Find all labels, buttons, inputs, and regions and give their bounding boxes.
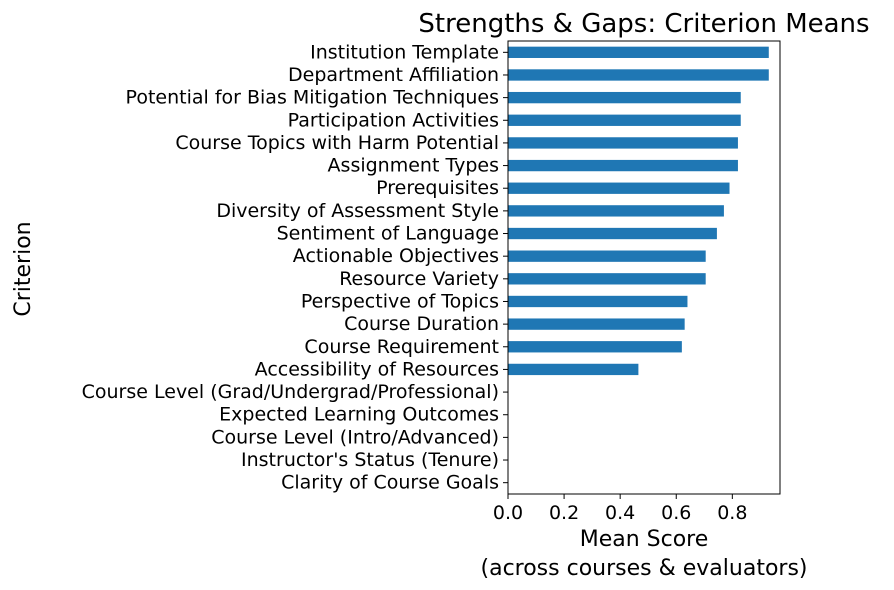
chart-title: Strengths & Gaps: Criterion Means	[418, 9, 869, 39]
bar	[508, 318, 685, 330]
x-tick-label: 0.0	[493, 502, 523, 524]
bar	[508, 341, 682, 353]
plot-frame	[507, 40, 781, 495]
y-tick-label: Course Duration	[344, 313, 499, 335]
bar	[508, 137, 738, 149]
x-tick-label: 0.8	[717, 502, 747, 524]
x-ticks-group: 0.0 0.2 0.4 0.6 0.8	[493, 494, 747, 524]
bar	[508, 114, 741, 126]
bars-group	[508, 46, 769, 376]
bar	[508, 182, 730, 194]
bar	[508, 91, 741, 104]
y-tick-label: Instructor's Status (Tenure)	[241, 449, 499, 471]
x-tick-label: 0.6	[661, 502, 691, 524]
x-axis-label-line-1: Mean Score	[580, 527, 709, 552]
y-tick-label: Diversity of Assessment Style	[216, 200, 499, 222]
y-tick-label: Accessibility of Resources	[255, 358, 499, 380]
y-tick-label: Institution Template	[310, 41, 499, 63]
y-tick-label: Actionable Objectives	[293, 245, 499, 267]
y-tick-label: Course Level (Grad/Undergrad/Professiona…	[82, 381, 499, 403]
bar	[508, 250, 706, 262]
bar	[508, 363, 639, 376]
y-tick-label: Assignment Types	[328, 155, 499, 177]
x-axis-label-line-2: (across courses & evaluators)	[481, 556, 808, 581]
x-tick-label: 0.4	[605, 502, 635, 524]
x-tick-label: 0.2	[549, 502, 579, 524]
y-tick-label: Prerequisites	[376, 177, 499, 199]
y-tick-label: Clarity of Course Goals	[281, 472, 499, 494]
bar	[508, 227, 717, 240]
y-tick-label: Participation Activities	[288, 109, 499, 131]
bar	[508, 46, 769, 58]
y-tick-label: Department Affiliation	[288, 64, 499, 86]
y-tick-label: Course Topics with Harm Potential	[175, 132, 499, 154]
y-tick-label: Course Requirement	[304, 336, 499, 358]
y-axis-label: Criterion	[11, 221, 36, 316]
bar	[508, 159, 738, 172]
y-tick-label: Expected Learning Outcomes	[219, 404, 499, 426]
y-tick-label: Resource Variety	[339, 268, 499, 290]
bar	[508, 69, 769, 81]
bar	[508, 273, 706, 285]
y-tick-label: Perspective of Topics	[301, 290, 499, 312]
bar	[508, 205, 724, 217]
y-tick-label: Course Level (Intro/Advanced)	[211, 426, 499, 448]
bar	[508, 295, 688, 308]
y-tick-label: Sentiment of Language	[277, 223, 499, 245]
y-tick-label: Potential for Bias Mitigation Techniques	[126, 87, 499, 109]
